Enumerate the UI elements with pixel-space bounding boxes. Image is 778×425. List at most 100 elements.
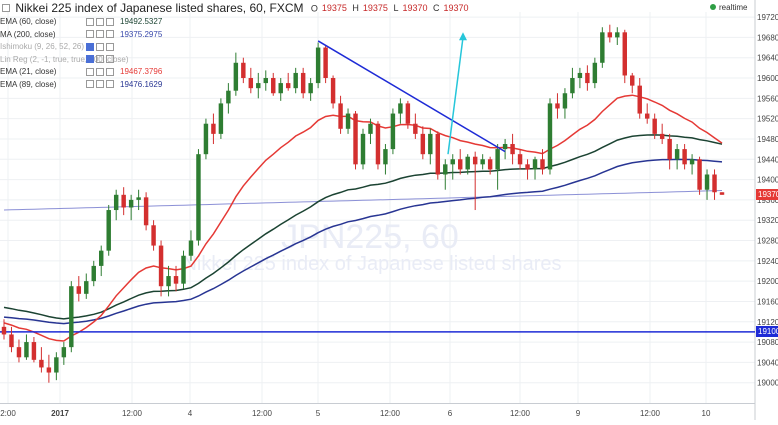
candle-body <box>143 197 149 226</box>
close-icon[interactable] <box>106 30 114 39</box>
candle-body <box>443 164 448 175</box>
candle <box>241 57 246 84</box>
symbol-title: Nikkei 225 index of Japanese listed shar… <box>15 0 304 15</box>
x-tick-label: 4 <box>188 409 193 418</box>
candle-body <box>704 174 710 190</box>
x-tick-label: 12:00 <box>640 409 661 418</box>
candle <box>39 347 44 373</box>
candle-body <box>502 144 508 150</box>
candle <box>61 342 67 365</box>
ohlc-high: 19375 <box>362 2 388 13</box>
ohlc-open: 19375 <box>321 2 347 13</box>
candle-body <box>637 85 642 114</box>
gear-icon[interactable] <box>96 67 104 76</box>
candle-body <box>562 93 568 109</box>
candle-body <box>712 174 717 193</box>
indicator-row[interactable]: MA (200, close) 19375.2975 <box>0 30 162 43</box>
close-icon[interactable] <box>106 80 114 89</box>
candle <box>143 192 149 231</box>
candle <box>652 113 657 139</box>
eye-icon[interactable] <box>86 42 94 51</box>
candle-body <box>256 83 261 89</box>
y-tick-label: 19400 <box>757 176 778 185</box>
candle-body <box>106 210 111 251</box>
candle-body <box>607 32 613 38</box>
candle <box>211 113 216 145</box>
indicator-row[interactable]: Lin Reg (2, -1, true, true, 200, close) <box>0 55 129 68</box>
indicator-row[interactable]: Ishimoku (9, 26, 52, 26) <box>0 42 120 55</box>
candle <box>637 78 642 119</box>
candle-body <box>592 62 598 84</box>
close-icon[interactable] <box>106 67 114 76</box>
candle-body <box>293 72 298 89</box>
collapse-toggle-icon[interactable] <box>2 3 10 12</box>
candle-body <box>16 347 22 358</box>
eye-icon[interactable] <box>86 55 94 64</box>
hline-price-tag: 19100 <box>756 326 778 338</box>
close-icon[interactable] <box>106 55 114 64</box>
candle <box>615 27 620 46</box>
candle-body <box>113 194 119 211</box>
candle-body <box>76 286 82 294</box>
eye-icon[interactable] <box>86 17 94 26</box>
candle <box>203 118 209 160</box>
candle <box>383 144 388 175</box>
gear-icon[interactable] <box>96 30 104 39</box>
x-tick-label: 2017 <box>51 409 69 418</box>
eye-icon[interactable] <box>86 30 94 39</box>
candle <box>9 326 14 353</box>
candle <box>428 128 433 165</box>
y-tick-label: 19240 <box>757 257 778 266</box>
candle-body <box>622 32 627 76</box>
y-tick-label: 19640 <box>757 54 778 63</box>
candle-body <box>615 32 620 38</box>
candle-body <box>674 149 680 160</box>
candle <box>263 70 268 91</box>
gear-icon[interactable] <box>96 17 104 26</box>
arrow-line <box>447 37 464 155</box>
eye-icon[interactable] <box>86 67 94 76</box>
candle <box>487 156 493 175</box>
candle <box>173 265 179 292</box>
candle <box>158 240 164 297</box>
candle-body <box>54 357 59 373</box>
candle-body <box>517 154 523 165</box>
candle-body <box>233 62 239 91</box>
indicator-row[interactable]: EMA (21, close) 19467.3796 <box>0 67 162 80</box>
gear-icon[interactable] <box>96 42 104 51</box>
watermark-description: Nikkei 225 index of Japanese listed shar… <box>182 253 561 275</box>
candle-body <box>420 133 426 155</box>
x-tick-label: 12:00 <box>252 409 273 418</box>
candle <box>600 27 605 68</box>
arrow-head-icon <box>459 32 467 41</box>
y-tick-label: 19360 <box>757 196 778 205</box>
candle <box>443 159 448 190</box>
candle <box>31 336 37 363</box>
gear-icon[interactable] <box>96 55 104 64</box>
indicator-row[interactable]: EMA (89, close) 19476.1629 <box>0 80 162 93</box>
x-tick-label: 9 <box>576 409 581 418</box>
candle <box>128 194 134 221</box>
gear-icon[interactable] <box>96 80 104 89</box>
close-icon[interactable] <box>106 42 114 51</box>
candle <box>256 72 261 99</box>
candle-body <box>659 133 665 139</box>
indicator-name: EMA (89, close) <box>0 79 57 89</box>
candle <box>644 103 650 124</box>
watermark-symbol: JPN225, 60 <box>281 218 459 256</box>
candle-body <box>166 276 171 287</box>
candle-body <box>697 159 702 190</box>
y-tick-label: 19440 <box>757 155 778 164</box>
candle-body <box>121 194 126 208</box>
candle <box>510 133 515 165</box>
candle-body <box>689 159 695 165</box>
candle-body <box>375 123 381 165</box>
close-icon[interactable] <box>106 17 114 26</box>
eye-icon[interactable] <box>86 80 94 89</box>
indicator-row[interactable]: EMA (60, close) 19492.5327 <box>0 17 162 30</box>
candle-body <box>682 149 687 165</box>
candle-body <box>652 118 657 134</box>
candle-body <box>405 103 411 124</box>
